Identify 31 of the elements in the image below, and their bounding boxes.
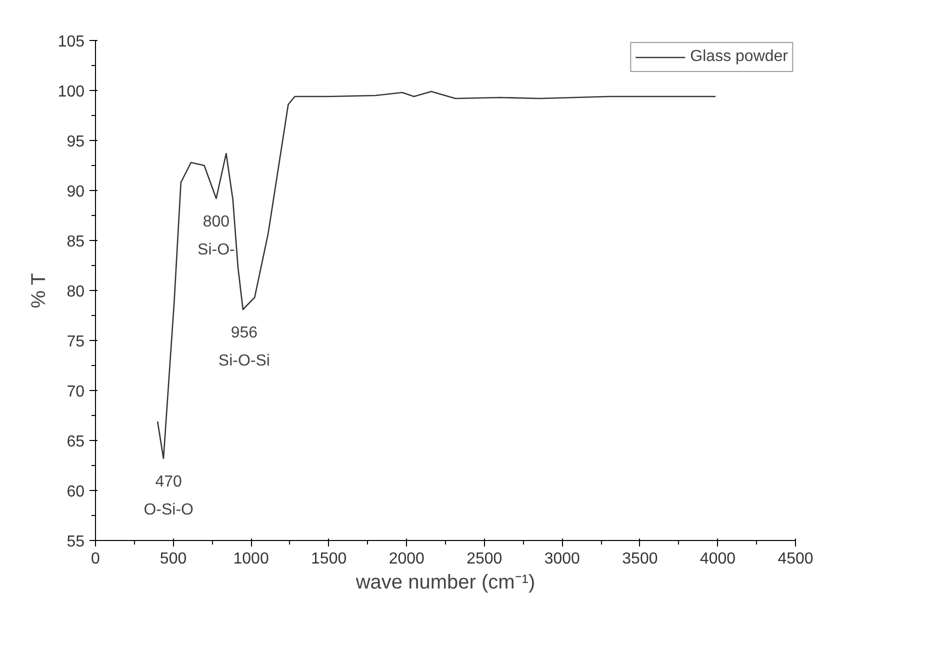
y-tick-label: 90 xyxy=(66,184,85,200)
annotation: 470 xyxy=(155,474,182,490)
y-tick-label: 95 xyxy=(66,134,85,150)
y-tick-label: 60 xyxy=(66,484,85,500)
annotation: 800 xyxy=(202,214,230,230)
y-tick-label: 75 xyxy=(66,334,85,350)
x-tick-label: 3000 xyxy=(544,550,580,568)
annotation: Si-O- xyxy=(198,242,235,258)
x-axis-title: wave number (cm⁻¹) xyxy=(354,572,536,594)
x-tick-label: 4500 xyxy=(778,550,814,568)
annotation: 956 xyxy=(230,324,258,342)
annotation: Si-O-Si xyxy=(218,352,270,370)
y-tick-label: 85 xyxy=(66,234,85,250)
y-tick-label: 80 xyxy=(66,284,85,300)
y-tick-label: 65 xyxy=(66,434,85,450)
y-tick-label: 55 xyxy=(66,534,85,550)
y-axis-title: % T xyxy=(28,273,50,308)
y-tick-label: 100 xyxy=(58,84,85,100)
annotation: O-Si-O xyxy=(144,502,194,518)
x-tick-label: 2000 xyxy=(388,550,425,568)
y-tick-label: 70 xyxy=(66,384,85,400)
x-tick-label: 4000 xyxy=(700,550,736,568)
x-tick-label: 500 xyxy=(160,550,187,568)
x-tick-label: 2500 xyxy=(466,550,502,568)
x-tick-label: 0 xyxy=(91,550,100,568)
legend-label: Glass powder xyxy=(690,48,788,66)
y-tick-label: 105 xyxy=(58,34,85,50)
x-tick-label: 1000 xyxy=(233,550,269,568)
line-series xyxy=(156,90,716,460)
x-tick-label: 3500 xyxy=(622,550,658,568)
x-tick-label: 1500 xyxy=(311,550,347,568)
